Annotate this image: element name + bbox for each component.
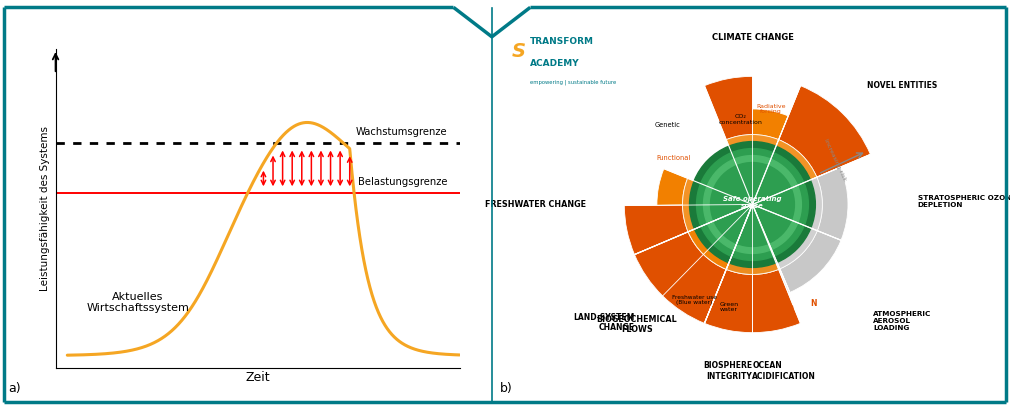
Text: Functional: Functional	[656, 155, 691, 161]
Text: BIOSPHERE
INTEGRITY: BIOSPHERE INTEGRITY	[703, 362, 752, 381]
Text: Genetic: Genetic	[654, 122, 681, 128]
Wedge shape	[752, 269, 801, 333]
Text: FRESHWATER CHANGE: FRESHWATER CHANGE	[485, 200, 586, 209]
Wedge shape	[797, 177, 822, 231]
Y-axis label: Leistungsfähigkeit des Systems: Leistungsfähigkeit des Systems	[40, 126, 49, 291]
Text: CO₂
concentration: CO₂ concentration	[719, 114, 763, 125]
Circle shape	[697, 148, 808, 261]
Text: Wachstumsgrenze: Wachstumsgrenze	[357, 127, 447, 137]
Wedge shape	[726, 249, 780, 274]
Text: ATMOSPHERIC
AEROSOL
LOADING: ATMOSPHERIC AEROSOL LOADING	[873, 311, 931, 331]
Text: b): b)	[500, 382, 513, 395]
Wedge shape	[817, 167, 848, 240]
Wedge shape	[726, 135, 779, 160]
Wedge shape	[688, 223, 734, 269]
Text: a): a)	[8, 382, 20, 395]
Text: TRANSFORM: TRANSFORM	[530, 37, 594, 46]
Text: STRATOSPHERIC OZONE
DEPLETION: STRATOSPHERIC OZONE DEPLETION	[918, 195, 1010, 208]
Circle shape	[710, 162, 795, 247]
Text: ACADEMY: ACADEMY	[530, 59, 580, 68]
Text: Belastungsgrenze: Belastungsgrenze	[359, 178, 447, 187]
Wedge shape	[634, 232, 703, 296]
Text: LAND-SYSTEM
CHANGE: LAND-SYSTEM CHANGE	[574, 312, 634, 332]
Wedge shape	[688, 223, 734, 269]
Wedge shape	[634, 232, 726, 324]
Wedge shape	[752, 109, 788, 140]
Wedge shape	[704, 76, 752, 140]
Text: BIOGEOCHEMICAL
FLOWS: BIOGEOCHEMICAL FLOWS	[596, 315, 677, 334]
Text: CLIMATE CHANGE: CLIMATE CHANGE	[711, 34, 794, 43]
Circle shape	[704, 155, 801, 254]
Wedge shape	[663, 254, 726, 324]
Text: N: N	[810, 299, 816, 308]
Text: Aktuelles
Wirtschaftssystem: Aktuelles Wirtschaftssystem	[87, 292, 189, 313]
Wedge shape	[683, 178, 708, 232]
Text: OCEAN
ACIDIFICATION: OCEAN ACIDIFICATION	[752, 362, 816, 381]
Text: NOVEL ENTITIES: NOVEL ENTITIES	[868, 81, 937, 90]
Text: P: P	[787, 305, 793, 314]
Text: empowering | sustainable future: empowering | sustainable future	[530, 80, 616, 85]
Text: S: S	[512, 42, 526, 61]
Text: Freshwater use
(Blue water): Freshwater use (Blue water)	[672, 294, 717, 306]
Wedge shape	[771, 222, 817, 269]
Text: Increasing risk: Increasing risk	[823, 138, 847, 182]
Wedge shape	[704, 269, 752, 333]
Text: Radiative
forcing: Radiative forcing	[756, 103, 786, 115]
Wedge shape	[656, 169, 688, 205]
Text: Green
water: Green water	[719, 301, 738, 312]
Wedge shape	[780, 231, 841, 292]
Wedge shape	[779, 85, 871, 177]
Circle shape	[690, 142, 815, 267]
Wedge shape	[624, 205, 688, 254]
Text: Safe operating
space: Safe operating space	[723, 196, 782, 209]
Wedge shape	[717, 269, 790, 300]
Wedge shape	[726, 249, 779, 274]
Wedge shape	[771, 140, 817, 186]
X-axis label: Zeit: Zeit	[245, 371, 270, 384]
